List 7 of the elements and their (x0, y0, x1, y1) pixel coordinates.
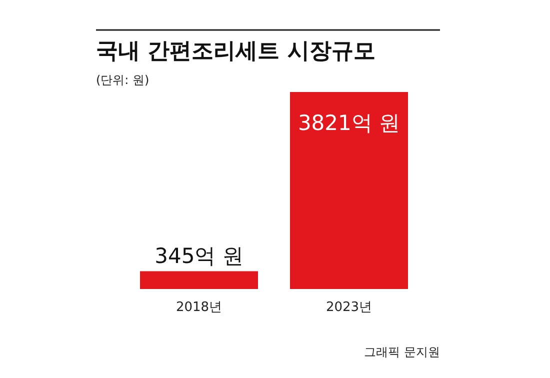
data-label: 3821억 원 (298, 111, 400, 135)
chart-subtitle: (단위: 원) (96, 73, 150, 87)
chart-title: 국내 간편조리세트 시장규모 (96, 39, 376, 64)
text: 그래픽 문지원 (364, 345, 440, 359)
x-tick-label: 2023년 (326, 300, 372, 315)
data-label: 345억 원 (154, 244, 244, 268)
x-tick-label: 2018년 (176, 300, 222, 315)
